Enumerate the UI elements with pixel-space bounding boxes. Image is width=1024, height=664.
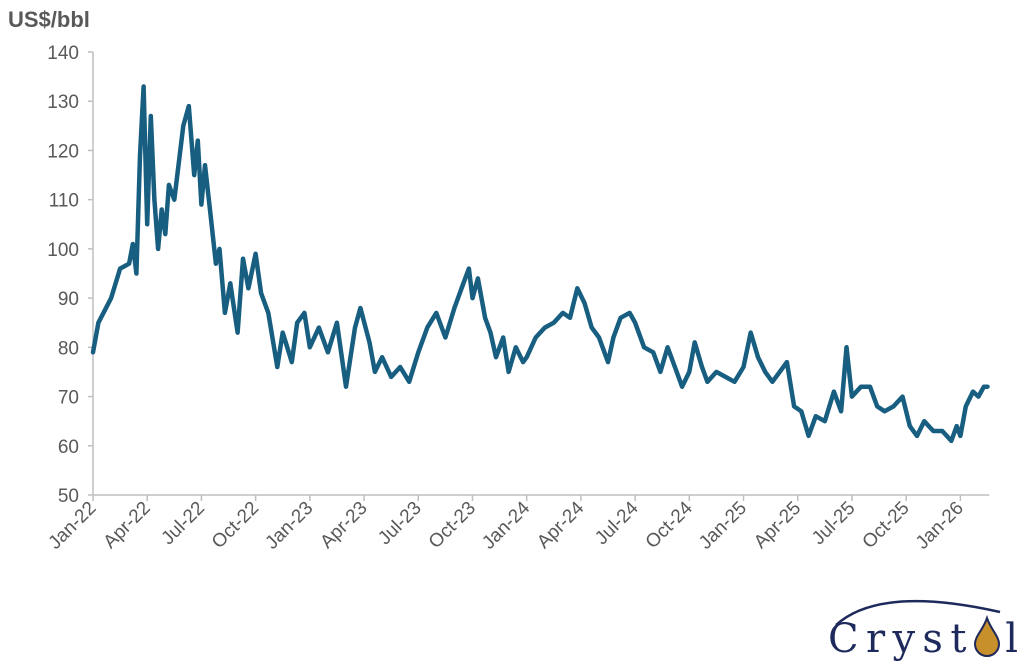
x-tick-label: Jul-24 [591, 497, 643, 549]
x-tick-label: Jan-25 [695, 498, 751, 554]
y-tick-label: 80 [58, 338, 79, 359]
y-tick-label: 50 [58, 486, 79, 507]
x-tick-label: Apr-24 [533, 497, 588, 552]
logo-arc [835, 599, 1001, 626]
x-tick-label: Jan-26 [912, 498, 968, 554]
x-tick-label: Oct-22 [208, 498, 263, 553]
oil-drop-icon [973, 614, 1001, 657]
y-tick-label: 130 [47, 92, 79, 113]
x-tick-label: Oct-23 [425, 498, 480, 553]
y-tick-label: 90 [58, 289, 79, 310]
crystol-logo: Crystol [828, 599, 1018, 662]
y-tick-label: 60 [58, 437, 79, 458]
y-tick-label: 120 [47, 141, 79, 162]
x-tick-label: Apr-22 [100, 498, 155, 553]
series-layer [90, 84, 990, 444]
y-tick-label: 70 [58, 388, 79, 409]
price-line [90, 84, 990, 444]
x-tick-label: Jul-23 [374, 498, 425, 549]
y-axis-unit-label: US$/bbl [8, 7, 90, 32]
x-tick-label: Apr-25 [750, 498, 805, 553]
x-tick-label: Jul-22 [158, 498, 209, 549]
x-tick-label: Jan-23 [261, 498, 317, 554]
y-tick-label: 140 [47, 43, 79, 64]
x-tick-label: Oct-25 [859, 498, 914, 553]
x-tick-label: Jan-24 [478, 497, 534, 553]
x-tick-label: Apr-23 [316, 498, 371, 553]
x-tick-label: Oct-24 [642, 497, 697, 552]
y-tick-label: 110 [49, 191, 79, 212]
x-tick-label: Jul-25 [808, 498, 859, 549]
y-tick-label: 100 [47, 240, 79, 261]
